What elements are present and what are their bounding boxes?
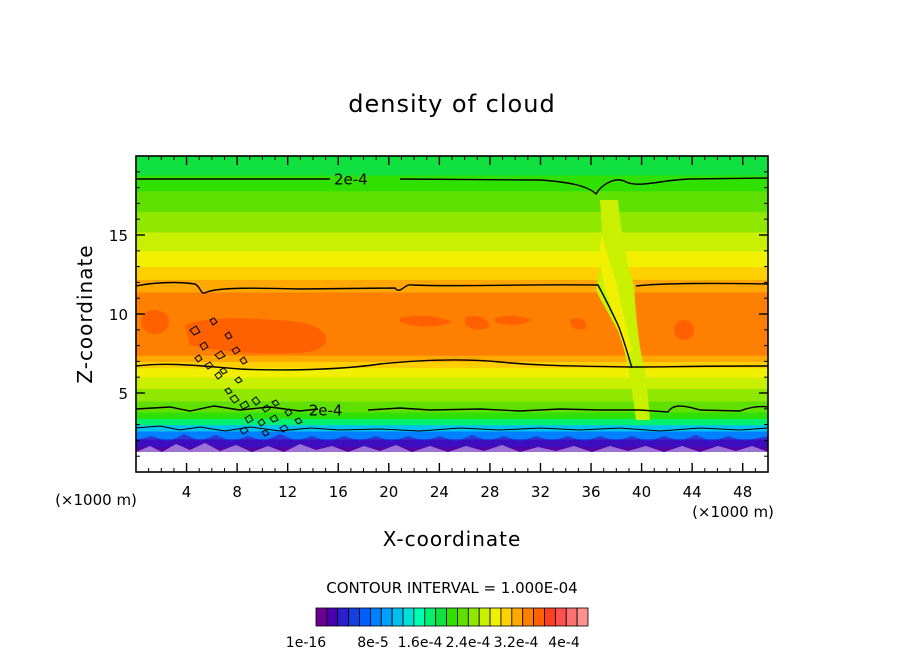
- colorbar-swatch: [424, 607, 437, 627]
- band-9: [136, 377, 768, 389]
- colorbar-swatch: [369, 607, 382, 627]
- x-tick-label: 48: [733, 483, 752, 501]
- contour-lines: [136, 177, 768, 437]
- core-patch: [570, 318, 587, 330]
- colorbar-swatch: [446, 607, 458, 627]
- y-tick-label: 10: [109, 306, 128, 324]
- colorbar-label: 1e-16: [286, 635, 326, 651]
- colorbar-swatch: [348, 607, 360, 627]
- band-18: [136, 211, 768, 233]
- contour-label-0: 2e-4: [334, 171, 368, 189]
- x-tick-label: 8: [232, 483, 242, 501]
- chart-title: density of cloud: [348, 90, 555, 118]
- colorbar-swatch: [478, 607, 491, 627]
- x-tick-label: 32: [531, 483, 550, 501]
- contour-top-2e-4: [136, 177, 768, 196]
- colorbar-swatch: [315, 607, 328, 627]
- x-tick-label: 16: [329, 483, 348, 501]
- core-patch: [185, 318, 327, 354]
- density-bands: [136, 156, 768, 472]
- x-unit-label-left: (×1000 m): [55, 491, 137, 509]
- core-patch: [674, 320, 694, 340]
- colorbar-swatch: [380, 607, 393, 627]
- colorbar: [315, 607, 589, 627]
- band-4: [136, 424, 768, 432]
- colorbar-swatch: [402, 607, 415, 627]
- band-7: [136, 400, 768, 413]
- band-21: [136, 156, 768, 176]
- contour-interval-text: CONTOUR INTERVAL = 1.000E-04: [326, 579, 577, 597]
- colorbar-swatch: [533, 607, 545, 627]
- colorbar-label: 3.2e-4: [494, 635, 539, 651]
- contour-noise-cluster: [189, 317, 303, 437]
- colorbar-label: 8e-5: [357, 635, 388, 651]
- x-tick-label: 20: [379, 483, 398, 501]
- colorbar-swatch: [413, 607, 426, 627]
- x-tick-label: 24: [430, 483, 449, 501]
- colorbar-swatch: [457, 607, 469, 627]
- colorbar-swatch: [554, 607, 567, 627]
- band-20: [136, 174, 768, 192]
- density-features: [136, 200, 768, 472]
- colorbar-label: 2.4e-4: [446, 635, 491, 651]
- contour-low-2e-4: [136, 405, 768, 413]
- y-axis: 5 10 15: [109, 171, 768, 457]
- y-tick-label: 5: [118, 385, 128, 403]
- colorbar-swatch: [337, 607, 350, 627]
- plot-area: 2e-4 2e-4: [136, 156, 768, 472]
- x-tick-label: 12: [278, 483, 297, 501]
- band-17: [136, 231, 768, 252]
- x-tick-label: 28: [480, 483, 499, 501]
- colorbar-swatch: [435, 607, 447, 627]
- colorbar-swatch: [576, 607, 589, 627]
- downdraft-gap: [596, 200, 650, 420]
- core-patch: [465, 315, 490, 330]
- colorbar-swatch: [500, 607, 513, 627]
- colorbar-swatch: [326, 607, 339, 627]
- band-19: [136, 190, 768, 212]
- colorbar-swatch: [522, 607, 534, 627]
- y-tick-label: 15: [109, 227, 128, 245]
- colorbar-label: 1.6e-4: [398, 635, 443, 651]
- band-8: [136, 388, 768, 402]
- y-axis-label: Z-coordinate: [73, 244, 97, 383]
- colorbar-swatch: [489, 607, 502, 627]
- band-5: [136, 418, 768, 426]
- contour-bottom: [136, 425, 768, 432]
- contour-core-upper: [136, 281, 768, 369]
- core-patch: [495, 315, 532, 325]
- colorbar-swatch: [544, 607, 556, 627]
- x-tick-label: 44: [683, 483, 702, 501]
- downdraft-gap-inner: [599, 235, 632, 355]
- x-axis-label: X-coordinate: [383, 527, 522, 551]
- band-10: [136, 367, 768, 378]
- colorbar-swatch: [565, 607, 578, 627]
- x-tick-label: 36: [581, 483, 600, 501]
- colorbar-label: 4e-4: [548, 635, 580, 651]
- contour-core-lower: [136, 359, 768, 371]
- band-12: [136, 355, 768, 362]
- band-15: [136, 266, 768, 280]
- band-6: [136, 411, 768, 419]
- core-patch: [141, 310, 169, 334]
- band-16: [136, 250, 768, 268]
- contour-label-1: 2e-4: [309, 401, 343, 419]
- colorbar-swatch: [359, 607, 371, 627]
- bottom-noise-violet: [136, 434, 768, 452]
- colorbar-swatch: [511, 607, 524, 627]
- x-tick-label: 4: [182, 483, 192, 501]
- colorbar-swatch: [391, 607, 404, 627]
- x-tick-label: 40: [632, 483, 651, 501]
- x-axis: 4 8 12 16 20 24 28 32 36 40 44 48: [148, 156, 756, 501]
- band-3: [136, 430, 768, 440]
- core-patch: [400, 315, 452, 327]
- x-unit-label-right: (×1000 m): [692, 503, 774, 521]
- colorbar-swatch: [467, 607, 480, 627]
- colorbar-labels: 1e-16 8e-5 1.6e-4 2.4e-4 3.2e-4 4e-4: [286, 635, 580, 651]
- band-11: [136, 361, 768, 369]
